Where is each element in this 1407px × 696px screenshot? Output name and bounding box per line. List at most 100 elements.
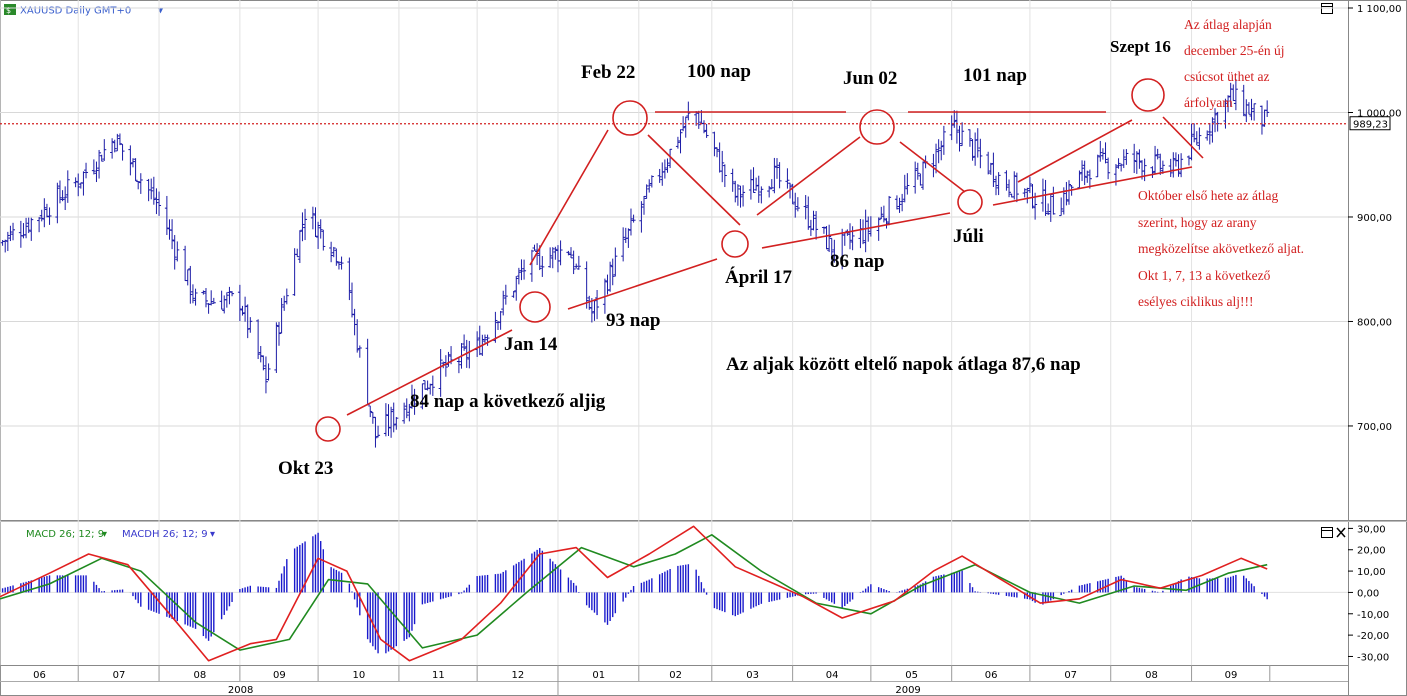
ohlc-bar [548,247,553,268]
ohlc-bar [1051,186,1056,215]
ohlc-bar [84,162,89,179]
ohlc-bar [571,250,576,275]
ohlc-bar [256,319,261,360]
ohlc-bar [409,384,414,409]
chevron-down-icon[interactable]: ▾ [158,6,163,17]
ohlc-bar [1134,151,1139,174]
ohlc-bar [347,257,352,301]
ohlc-bar [626,228,631,248]
ohlc-bar [376,425,381,438]
ohlc-bar [389,406,394,438]
macd-y-tick-label: -30,00 [1357,652,1389,663]
ohlc-bar [402,402,407,424]
ohlc-bar [316,221,321,249]
ohlc-bar [704,123,709,138]
label-feb22: Feb 22 [581,62,635,83]
ohlc-bar [1205,130,1210,141]
ohlc-bar [881,205,886,223]
ohlc-bar [1087,169,1092,189]
low-circle [957,189,983,215]
ohlc-bar [879,206,884,220]
ohlc-bar [8,225,13,242]
ohlc-bar [1116,158,1121,169]
ohlc-bar [522,259,527,280]
ohlc-bar [1022,188,1027,198]
ohlc-bar [368,405,373,418]
ohlc-bar [915,162,920,180]
ohlc-bar [412,388,417,415]
ohlc-bar [631,214,636,223]
ohlc-bar [811,210,816,231]
ohlc-bar [678,129,683,154]
ohlc-bar [519,259,524,281]
ohlc-bar [1103,142,1108,164]
ohlc-bar [1168,158,1173,178]
ohlc-bar [224,292,229,308]
x-tick-label: 10 [353,670,366,681]
ohlc-bar [446,351,451,367]
ohlc-bar [986,151,991,175]
low-circle [519,291,551,323]
ohlc-bar [1004,170,1009,191]
trendline [992,166,1193,206]
ohlc-bar [219,290,224,310]
current-price-label: 989,23 [1353,120,1388,131]
signal-line [0,534,1268,651]
macd-lines [0,525,1268,662]
label-jan14: Jan 14 [504,334,558,355]
trendline [346,329,513,416]
ohlc-bar [37,217,42,233]
ohlc-bar [331,246,336,258]
ohlc-bar [613,247,618,277]
ohlc-bar [295,248,300,258]
ohlc-bar [355,319,360,353]
close-icon[interactable] [1336,527,1346,538]
ohlc-bar [793,192,798,218]
ohlc-bar [1246,102,1251,115]
macd-y-tick-label: 0,00 [1357,588,1379,599]
ohlc-bar [1137,149,1142,169]
ohlc-bar [733,180,738,203]
note-bottom: Október első hete az átlag szerint, hogy… [1138,188,1304,309]
macd-y-tick-label: -10,00 [1357,610,1389,621]
ohlc-bar [227,286,232,305]
macdh-legend-chevron-icon[interactable]: ▾ [210,529,215,540]
ohlc-bar [430,375,435,396]
ohlc-bar [284,288,289,305]
ohlc-bar [188,265,193,304]
macd-legend-chevron-icon[interactable]: ▾ [102,529,107,540]
ohlc-bar [81,171,86,196]
ohlc-bar [11,222,16,241]
forex-symbol-icon [4,4,16,15]
ohlc-bar [157,191,162,216]
ohlc-bar [668,148,673,169]
ohlc-bar [149,178,154,200]
ohlc-bar [482,334,487,344]
ohlc-bar [47,207,52,225]
ohlc-bar [65,170,70,203]
ohlc-bar [170,219,175,250]
ohlc-bar [39,209,44,222]
svg-text:december 25-én új: december 25-én új [1184,43,1284,58]
ohlc-bar [628,208,633,236]
ohlc-bar [1027,176,1032,193]
ohlc-bar [529,249,534,282]
ohlc-bar [24,217,29,239]
ohlc-bar [587,295,592,310]
x-tick-label: 09 [273,670,286,681]
ohlc-bar [1158,153,1163,175]
macd-maximize-icon[interactable] [1321,527,1333,538]
ohlc-bar [574,263,579,269]
grid [0,0,1348,665]
ohlc-bar [665,158,670,173]
ohlc-bar [967,129,972,147]
price-axis: 1 100,00 1 000,00 900,00 800,00 700,00 30,00 2… [1348,4,1402,663]
ohlc-bar [1252,103,1257,121]
ohlc-bar [884,218,889,229]
ohlc-bar [894,195,899,210]
ohlc-bar [772,157,777,194]
ohlc-bar [230,291,235,297]
annotations [315,78,1204,442]
ohlc-bar [735,184,740,206]
ohlc-bar [243,296,248,322]
